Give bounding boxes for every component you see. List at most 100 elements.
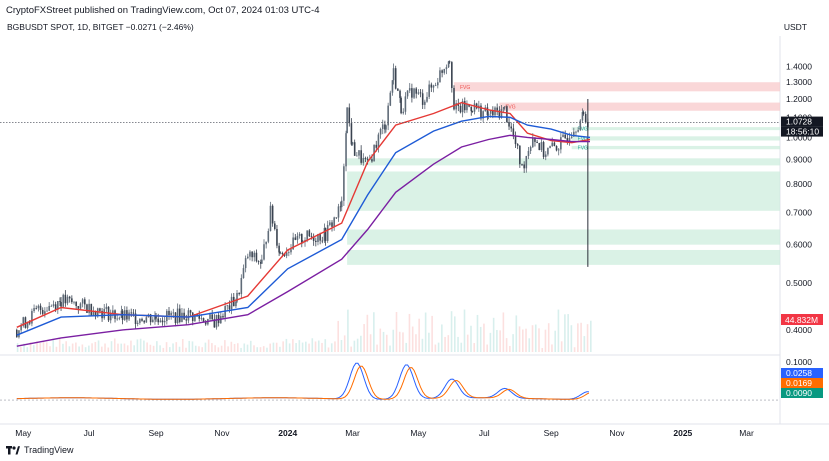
volume-bar	[564, 314, 566, 352]
candle-body	[486, 107, 489, 116]
candle-body	[62, 294, 65, 307]
tradingview-logo-icon	[6, 445, 20, 454]
candle-body	[267, 230, 270, 242]
volume-bar	[288, 343, 291, 352]
candle-body	[424, 101, 426, 105]
candle-body	[204, 322, 207, 325]
fvg-zone	[571, 145, 780, 150]
candle-body	[136, 322, 139, 324]
volume-bar	[91, 343, 93, 352]
volume-bar	[502, 312, 505, 352]
volume-bar	[285, 338, 288, 352]
candle-body	[321, 240, 324, 242]
candle-body	[240, 277, 243, 295]
candle-body	[178, 308, 181, 322]
candle-body	[455, 103, 457, 110]
candle-body	[527, 150, 530, 156]
candle-body	[441, 70, 443, 73]
candle-body	[566, 138, 569, 142]
volume-bar	[262, 346, 265, 352]
price-tick-label: 0.6000	[786, 240, 812, 250]
candle-body	[531, 137, 534, 148]
volume-bar	[42, 341, 45, 352]
candle-body	[226, 305, 229, 307]
volume-bar	[428, 332, 430, 352]
volume-badge	[781, 314, 823, 325]
time-tick-label: 2024	[278, 428, 297, 438]
candle-body	[489, 110, 492, 114]
volume-bar	[100, 346, 103, 352]
volume-bar	[476, 314, 479, 352]
candle-body	[549, 146, 551, 149]
candle-body	[276, 229, 278, 246]
candle-body	[415, 88, 418, 94]
candle-body	[496, 107, 498, 111]
candle-body	[413, 88, 415, 98]
candle-body	[292, 237, 294, 250]
candle-body	[306, 230, 308, 240]
candle-body	[152, 319, 154, 323]
oscillator-value-badge	[781, 368, 823, 378]
volume-bar	[126, 345, 129, 352]
volume-bar	[395, 311, 398, 352]
volume-bar	[483, 323, 485, 352]
volume-bar	[58, 338, 61, 352]
candle-body	[249, 251, 251, 257]
candle-body	[582, 112, 585, 114]
candle-body	[294, 237, 297, 240]
volume-bar	[159, 345, 161, 352]
volume-bar	[217, 347, 220, 352]
fvg-label: FVG	[460, 85, 470, 91]
volume-bar	[211, 343, 213, 352]
candle-body	[529, 147, 532, 151]
volume-bar	[411, 326, 414, 352]
volume-bar	[557, 309, 560, 352]
candle-body	[351, 142, 354, 145]
volume-bar	[531, 325, 534, 352]
candle-body	[350, 123, 353, 145]
candle-body	[470, 106, 473, 112]
volume-bar	[541, 347, 544, 352]
candle-body	[432, 85, 435, 88]
candle-body	[323, 228, 326, 241]
volume-bar	[282, 341, 284, 352]
volume-bar	[97, 340, 100, 352]
candle-body	[584, 113, 587, 123]
oscillator-value-badge	[781, 388, 823, 398]
tradingview-brand[interactable]: TradingView	[6, 445, 74, 455]
candle-body	[109, 313, 112, 321]
candle-body	[400, 97, 402, 114]
candle-body	[487, 113, 490, 116]
candle-body	[41, 309, 44, 314]
time-tick-label: 2025	[673, 428, 692, 438]
tradingview-brand-label: TradingView	[24, 445, 74, 455]
candle-body	[31, 311, 33, 324]
candle-body	[408, 88, 411, 91]
volume-bar	[214, 345, 216, 352]
volume-bar	[308, 343, 310, 352]
volume-bar	[110, 341, 113, 352]
candle-body	[345, 133, 347, 167]
volume-bar	[143, 340, 145, 352]
volume-bar	[149, 344, 152, 352]
volume-bar	[185, 347, 187, 352]
candle-body	[79, 303, 82, 309]
price-tick-label: 1.3000	[786, 77, 812, 87]
candle-body	[92, 311, 95, 316]
time-tick-label: Jul	[479, 428, 490, 438]
candle-body	[564, 134, 566, 139]
volume-bar	[405, 342, 408, 352]
candle-body	[33, 308, 35, 312]
symbol-legend[interactable]: BGBUSDT SPOT, 1D, BITGET −0.0271 (−2.46%…	[7, 22, 194, 32]
volume-bar	[172, 343, 174, 352]
candle-body	[170, 312, 172, 316]
candle-body	[15, 329, 18, 338]
volume-bar	[453, 316, 456, 352]
candle-body	[512, 128, 515, 137]
candle-body	[379, 129, 382, 135]
candle-body	[482, 111, 484, 119]
volume-bar	[418, 318, 420, 352]
candle-body	[168, 310, 170, 316]
candle-body	[37, 305, 40, 309]
